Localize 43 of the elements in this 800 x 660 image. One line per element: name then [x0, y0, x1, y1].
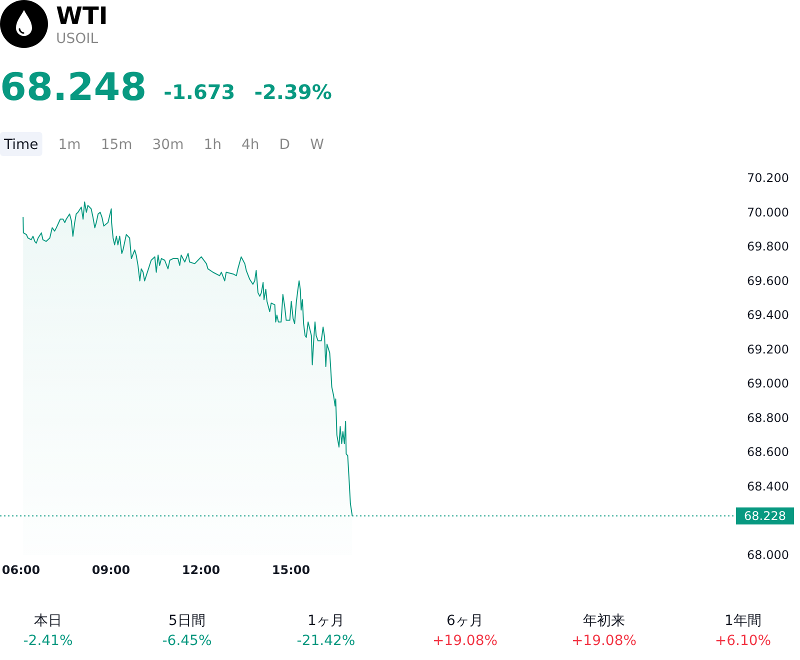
y-tick-label: 68.000	[747, 548, 789, 562]
ref-line-label: 68.228	[744, 508, 786, 523]
ref-line-label: 68.228	[736, 507, 794, 524]
period-label: 本日	[34, 613, 62, 629]
y-tick-label: 68.800	[747, 410, 789, 425]
timeframe-label: D	[279, 137, 290, 153]
y-tick-label: 69.600	[747, 274, 789, 288]
timeframe-label: 15m	[100, 137, 132, 153]
period-label: 6ヶ月	[446, 613, 484, 629]
x-tick-label: 09:00	[92, 563, 130, 577]
y-tick-label: 69.200	[747, 342, 789, 356]
timeframe-label: 30m	[152, 137, 184, 153]
y-tick-label: 68.600	[747, 445, 789, 460]
period-change: -21.42%	[296, 633, 356, 649]
quote-price: 68.248	[0, 65, 147, 109]
period-change: +6.10%	[714, 633, 772, 649]
period-change: +19.08%	[571, 633, 637, 649]
period-label: 5日間	[168, 613, 206, 629]
subtitle: USOIL	[56, 31, 98, 47]
category-label: Time	[3, 137, 38, 153]
quote-change: -2.39%	[254, 80, 332, 104]
y-tick-label: 68.400	[747, 479, 789, 494]
period-label: 1ヶ月	[308, 613, 344, 629]
x-tick-label: 06:00	[2, 563, 40, 577]
period-change: -2.41%	[23, 633, 73, 649]
period-change: +19.08%	[432, 633, 498, 649]
timeframe-label: W	[310, 137, 324, 153]
quote-change: -1.673	[164, 80, 236, 104]
timeframe-label: 4h	[242, 137, 260, 153]
timeframe-button-active: Time	[0, 132, 42, 156]
period-label: 年初来	[583, 613, 625, 629]
y-tick-label: 70.200	[747, 171, 789, 185]
title: WTI	[56, 2, 108, 30]
y-tick-label: 69.000	[747, 376, 789, 391]
x-tick-label: 15:00	[272, 563, 310, 577]
timeframe-label: 1m	[58, 137, 81, 153]
y-tick-label: 70.000	[747, 205, 789, 220]
timeframe-label: 1h	[204, 137, 222, 153]
period-change: -6.45%	[162, 633, 212, 649]
x-tick-label: 12:00	[182, 563, 220, 577]
period-label: 1年間	[724, 613, 762, 629]
y-tick-label: 69.400	[747, 308, 789, 322]
y-tick-label: 69.800	[747, 240, 789, 254]
